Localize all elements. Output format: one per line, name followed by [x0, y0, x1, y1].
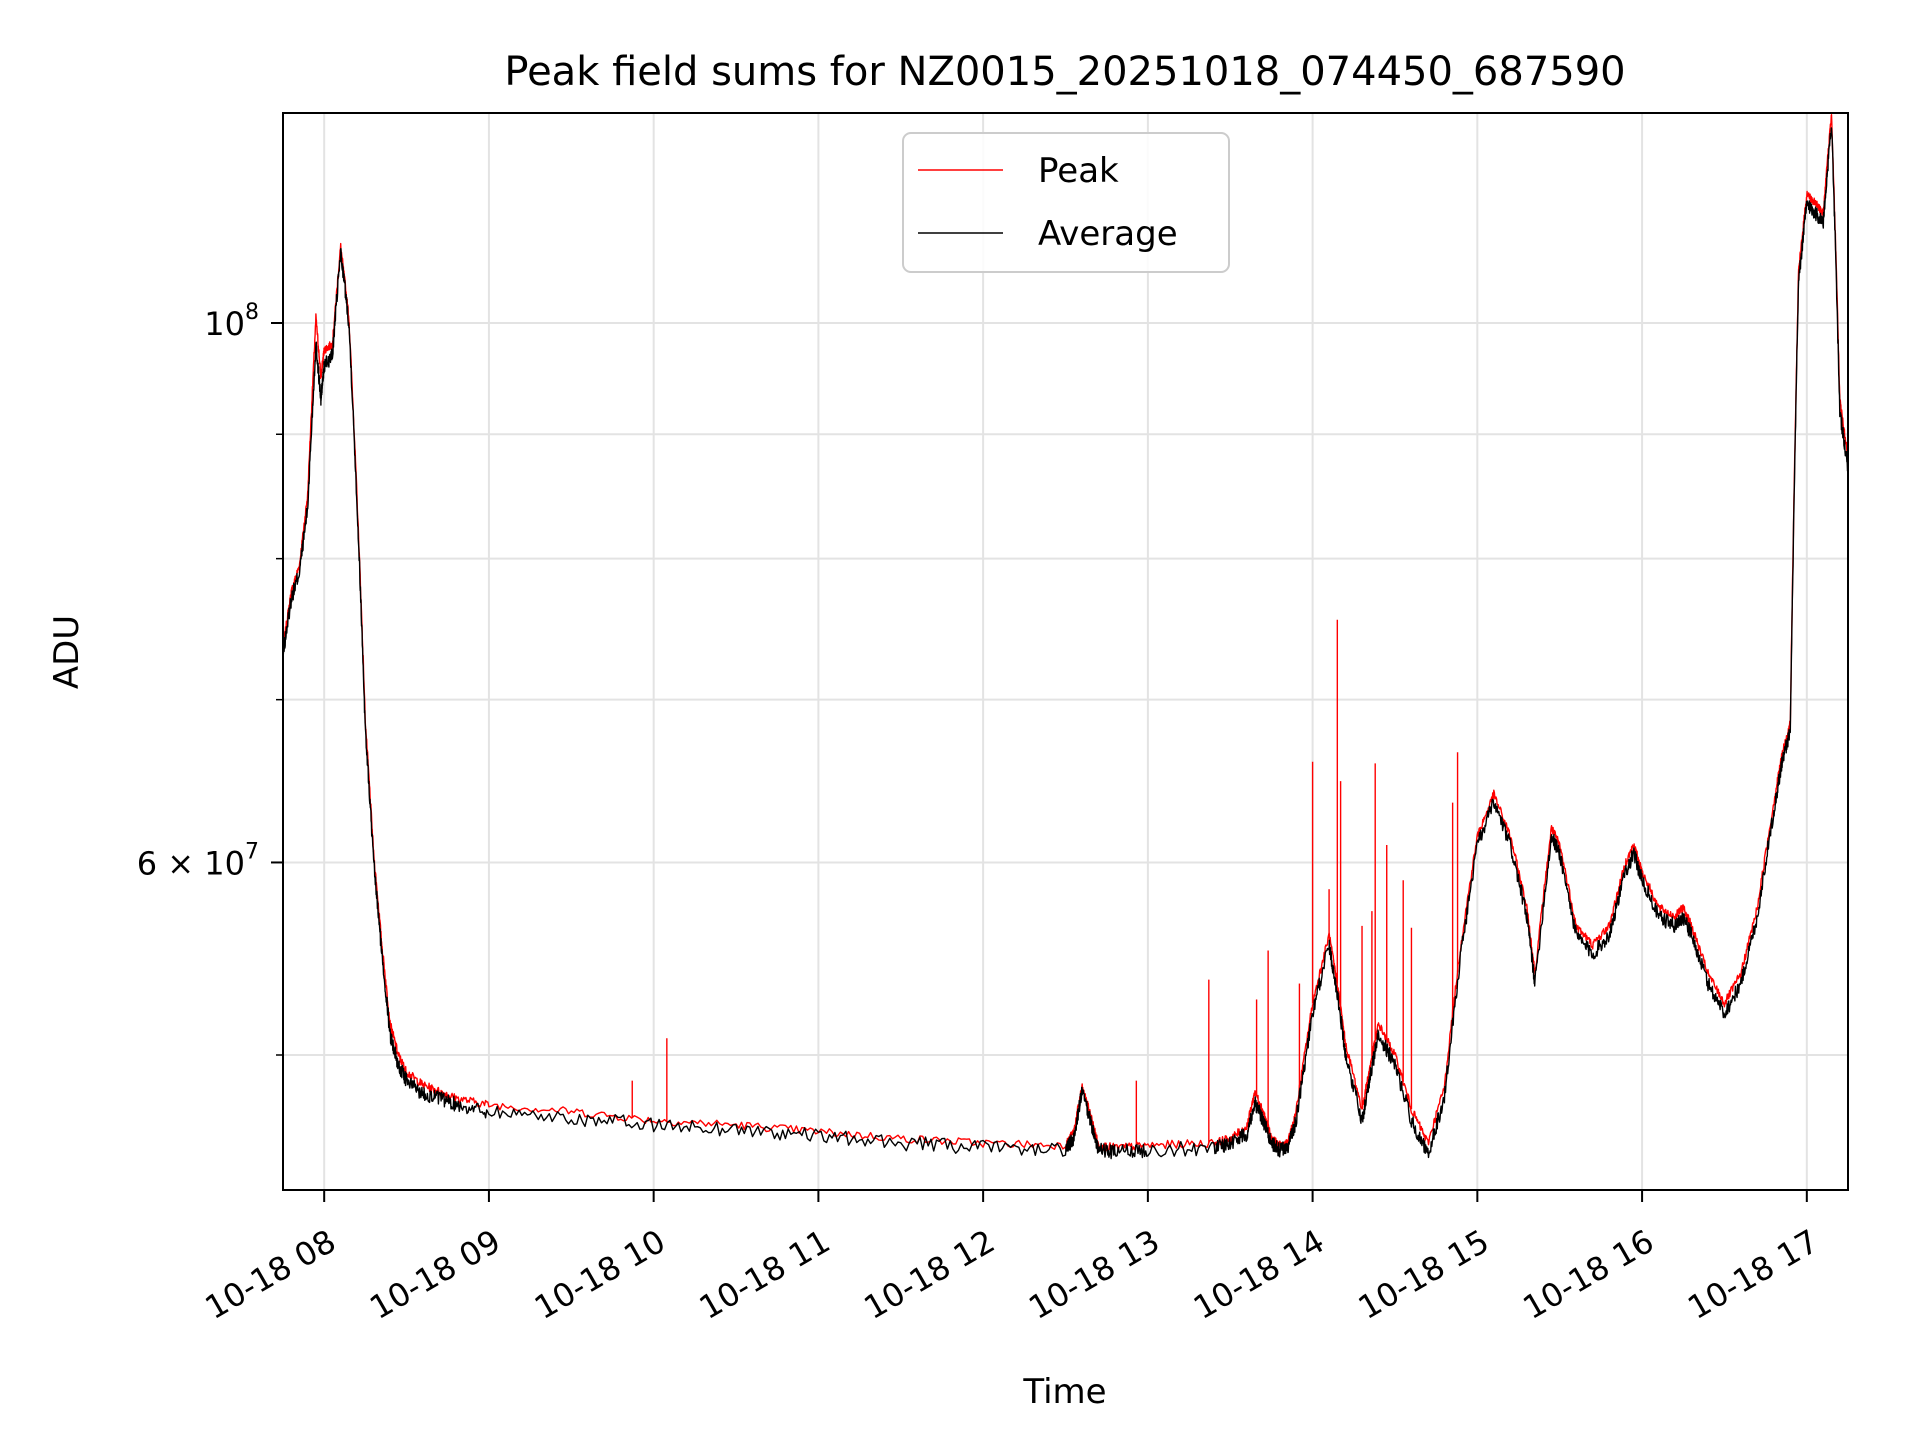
x-axis-label: Time — [1022, 1372, 1106, 1412]
legend-label-peak: Peak — [1038, 151, 1119, 191]
y-tick-label: 6 × 107 — [137, 839, 259, 882]
y-axis: 108 6 × 107 — [137, 300, 283, 1056]
legend: Peak Average — [902, 132, 1230, 273]
legend-box — [902, 132, 1230, 273]
series-line-peak — [283, 113, 1848, 1152]
chart-title: Peak field sums for NZ0015_20251018_0744… — [504, 49, 1625, 95]
y-axis-label: ADU — [47, 615, 87, 689]
y-tick-label: 108 — [204, 300, 259, 343]
series-line-average — [283, 127, 1848, 1160]
series-layer — [283, 113, 1848, 1160]
grid-lines — [283, 113, 1848, 1190]
legend-label-average: Average — [1038, 214, 1178, 254]
plot-frame — [282, 112, 1849, 1191]
